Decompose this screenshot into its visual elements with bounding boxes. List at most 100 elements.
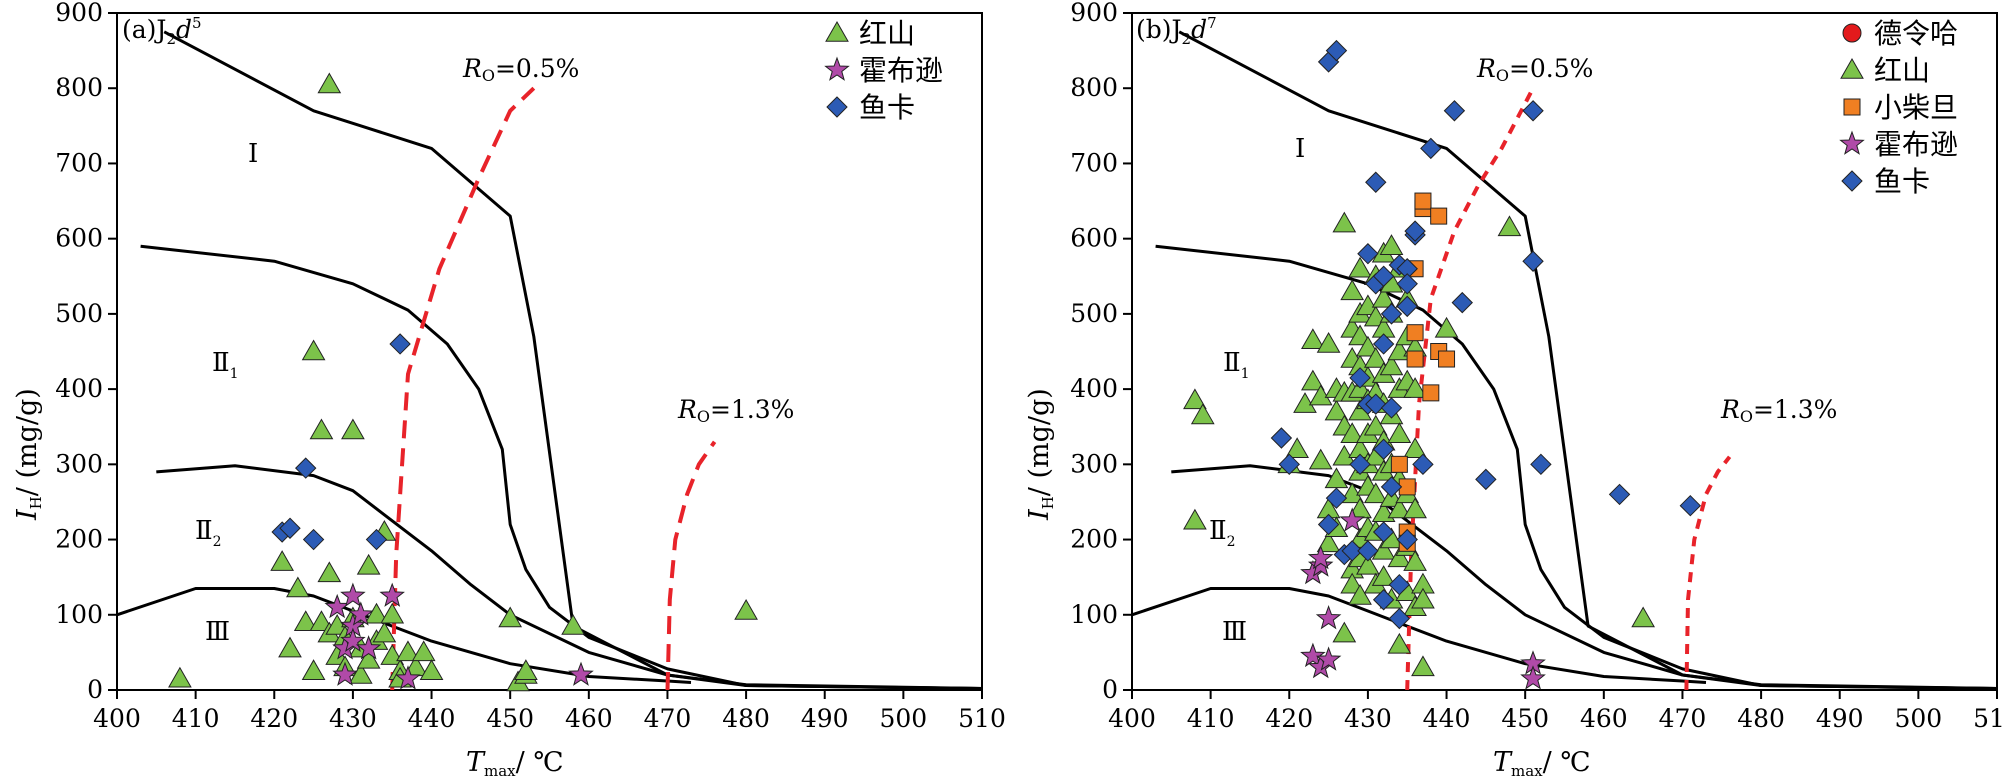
panel-b-point-diamond (1365, 393, 1387, 415)
panel-a-point-triangle (301, 659, 326, 680)
panel-b-region-1: Ⅰ (1295, 134, 1305, 164)
panel-b-point-triangle (1387, 632, 1412, 654)
panel-b-point-triangle (1332, 211, 1357, 233)
panel-b-point-triangle (1363, 347, 1388, 368)
panel-b-point-diamond (1396, 528, 1418, 551)
panel-a-x-tick-label: 420 (250, 704, 298, 733)
panel-a-y-tick-label: 300 (55, 449, 103, 478)
panel-a-legend-label: 霍布逊 (859, 54, 943, 87)
panel-b-point-diamond (1325, 39, 1348, 62)
panel-b-x-tick-label: 400 (1108, 704, 1156, 733)
panel-b-point-triangle (1411, 655, 1435, 677)
panel-a-point-star (395, 665, 421, 690)
panel-b-point-triangle (1340, 279, 1365, 301)
panel-b-x-tick-label: 500 (1895, 704, 1943, 733)
panel-b-point-triangle (1324, 467, 1349, 489)
panel-b-legend-label: 德令哈 (1874, 17, 1958, 50)
panel-a-ro-low-label: RO=0.5% (462, 54, 579, 85)
panel-b-point-square (1422, 384, 1440, 402)
panel-b-point-diamond (1396, 273, 1418, 295)
panel-a-series-diamond (271, 333, 411, 551)
panel-a-point-triangle (356, 553, 381, 575)
panel-a-point-diamond (389, 333, 411, 355)
panel-b-point-triangle (1371, 538, 1396, 560)
panel-a-annotations: (a)J2d5 RO=0.5% RO=1.3% Ⅰ Ⅱ1 Ⅱ2 Ⅲ Tmax/ … (12, 14, 794, 780)
panel-b-point-triangle (1387, 546, 1412, 568)
panel-a-y-tick-label: 0 (87, 675, 103, 704)
panel-b-point-triangle (1363, 482, 1388, 504)
panel-b-point-triangle (1403, 377, 1427, 398)
panel-a-point-diamond (365, 528, 388, 551)
panel-b-legend-label: 红山 (1874, 54, 1930, 87)
panel-b-y-tick-label: 700 (1070, 148, 1118, 177)
panel-b-point-diamond (1357, 540, 1379, 562)
panel-b-y-tick-label: 0 (1102, 675, 1118, 704)
panel-a-point-triangle (411, 640, 436, 662)
panel-a-point-triangle (364, 602, 389, 624)
panel-b-point-triangle (1332, 621, 1357, 643)
panel-a-legend-label: 鱼卡 (859, 91, 915, 124)
panel-b-point-triangle (1371, 565, 1396, 586)
panel-b-y-tick-label: 100 (1070, 600, 1118, 629)
panel-a-point-triangle (317, 72, 342, 94)
panel-b-point-triangle (1300, 369, 1325, 391)
panel-b-point-diamond (1341, 540, 1363, 562)
panel-a-ro-high-label: RO=1.3% (677, 395, 794, 426)
panel-b-x-tick-label: 440 (1423, 704, 1471, 733)
panel-b-point-star (1300, 642, 1326, 668)
panel-b-point-square (1390, 455, 1408, 473)
panel-b-point-diamond (1365, 171, 1387, 193)
panel-b-point-triangle (1324, 399, 1349, 421)
panel-a-point-diamond (295, 457, 317, 479)
panel-b-point-diamond (1372, 333, 1395, 355)
panel-b-y-tick-label: 400 (1070, 374, 1118, 403)
panel-b-point-triangle (1379, 354, 1404, 376)
panel-b-point-diamond (1522, 250, 1544, 272)
panel-b-point-diamond (1372, 521, 1395, 543)
panel-a-point-star (324, 593, 350, 619)
panel-b-point-triangle (1300, 328, 1325, 349)
panel-a-x-tick-label: 410 (172, 704, 220, 733)
panel-b-x-tick-label: 420 (1265, 704, 1313, 733)
panel-a-point-triangle (348, 662, 373, 684)
panel-b-label: (b)J2d7 (1136, 14, 1217, 48)
panel-a-xlabel: Tmax/ ℃ (466, 747, 564, 779)
panel-b-x-tick-label: 430 (1344, 704, 1392, 733)
panel-b-x-tick-label: 510 (1973, 704, 2006, 733)
panel-a-ro-0-5-line (390, 86, 536, 691)
panel-b-point-diamond (1380, 476, 1403, 498)
panel-b-point-diamond (1679, 494, 1702, 517)
panel-b-point-diamond (1349, 367, 1371, 389)
panel-b-ro-high-label: RO=1.3% (1720, 395, 1837, 426)
panel-a-point-triangle (498, 606, 523, 628)
panel-b-point-diamond (1357, 243, 1379, 265)
panel-b-point-triangle (1403, 437, 1427, 459)
panel-b-series-square (1390, 192, 1456, 552)
panel-b-region-2-1: Ⅱ1 (1223, 348, 1250, 382)
panel-b-legend-marker-star (1839, 130, 1865, 155)
panel-b-y-tick-label: 500 (1070, 299, 1118, 328)
panel-b-x-tick-label: 450 (1501, 704, 1549, 733)
panel-b-point-triangle (1379, 234, 1404, 255)
panel-b-point-diamond (1412, 453, 1434, 476)
panel-a-y-tick-label: 200 (55, 525, 103, 554)
panel-a-point-triangle (301, 339, 326, 361)
panel-b-point-diamond (1608, 483, 1631, 506)
panel-b-plot: 400 410 420 430 440 450 460 470 480 490 500 510 0 100… (1070, 0, 2006, 733)
panel-b-x-tick-label: 460 (1580, 704, 1628, 733)
panel-a-point-triangle (356, 647, 381, 669)
panel-a-point-star (332, 661, 358, 686)
panel-b-point-triangle (1387, 497, 1412, 519)
panel-a-region-3: Ⅲ (205, 617, 230, 647)
panel-b-point-triangle (1434, 316, 1459, 338)
panel-b-y-tick-label: 300 (1070, 449, 1118, 478)
panel-b-boundary-curve (1171, 464, 1998, 690)
panel-a-point-triangle (419, 659, 444, 680)
panel-b-legend-marker-square (1843, 98, 1861, 116)
panel-b-point-triangle (1348, 583, 1372, 605)
panel-a-plot: 400 410 420 430 440 450 460 470 480 490 500 510 0 100… (55, 0, 1006, 733)
panel-b-point-square (1414, 192, 1432, 210)
panel-b-point-star (1307, 552, 1334, 577)
panel-b-point-triangle (1387, 422, 1412, 443)
panel-b-y-tick-label: 200 (1070, 525, 1118, 554)
